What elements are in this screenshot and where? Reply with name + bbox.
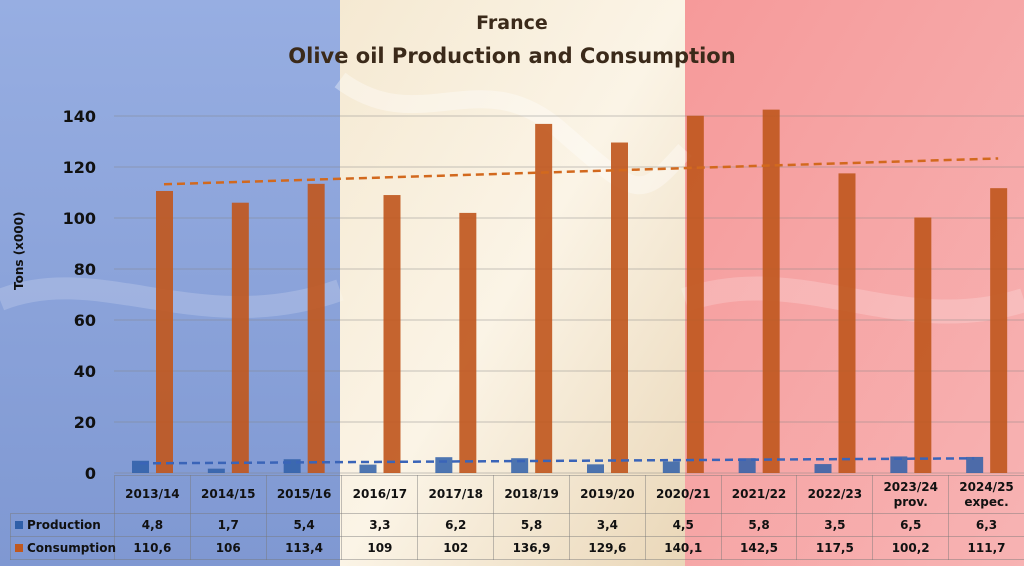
production-value-cell: 5,8 bbox=[720, 513, 798, 537]
category-label: 2020/21 bbox=[644, 475, 722, 514]
bar-consumption bbox=[156, 190, 173, 473]
legend-consumption-label: Consumption bbox=[27, 541, 117, 555]
category-label-line: 2013/14 bbox=[125, 487, 180, 501]
data-table-corner bbox=[10, 475, 115, 514]
bar-consumption bbox=[838, 173, 856, 473]
bar-production bbox=[966, 456, 984, 473]
category-label: 2014/15 bbox=[189, 475, 267, 514]
category-label-line: 2024/25 bbox=[959, 479, 1014, 494]
consumption-value-cell: 109 bbox=[341, 536, 419, 560]
bar-production bbox=[814, 464, 832, 473]
bar-consumption bbox=[686, 115, 704, 474]
category-label: 2013/14 bbox=[114, 475, 191, 514]
bar-consumption bbox=[459, 212, 477, 473]
bar-consumption bbox=[307, 183, 325, 473]
production-value-cell: 5,8 bbox=[493, 513, 570, 537]
bar-production bbox=[587, 464, 604, 473]
consumption-value-cell: 110,6 bbox=[114, 536, 191, 560]
category-label-line: 2015/16 bbox=[276, 487, 332, 501]
category-label: 2021/22 bbox=[720, 475, 798, 514]
category-label-line: 2023/24 bbox=[883, 479, 938, 494]
chart-subtitle: Olive oil Production and Consumption bbox=[288, 44, 736, 68]
y-tick-label: 100 bbox=[63, 209, 96, 228]
category-label-line: prov. bbox=[893, 494, 928, 509]
category-label-line: 2017/18 bbox=[428, 487, 483, 501]
y-tick-label: 140 bbox=[63, 107, 96, 126]
data-table-row-production: Production 4,8 1,7 5,4 3,3 6,2 5,8 3,4 4,5 5,8 3,… bbox=[10, 513, 1024, 537]
consumption-value-cell: 102 bbox=[417, 536, 495, 560]
data-table-row-consumption: Consumption 110,6 106 113,4 109 102 136,9 129,… bbox=[10, 536, 1024, 560]
production-value-cell: 4,5 bbox=[644, 513, 722, 537]
data-table-header-row: 2013/14 2014/15 2015/16 2016/17 2017/18 2018/… bbox=[10, 475, 1024, 514]
consumption-value-cell: 100,2 bbox=[872, 536, 950, 560]
y-tick-label: 80 bbox=[74, 260, 96, 279]
category-label: 2022/23 bbox=[796, 475, 874, 514]
bar-production bbox=[359, 464, 377, 473]
y-tick-label: 60 bbox=[74, 311, 96, 330]
consumption-swatch-icon bbox=[15, 544, 23, 552]
y-axis-label: Tons (x000) bbox=[12, 211, 26, 290]
production-value-cell: 1,7 bbox=[189, 513, 267, 537]
category-label-line: 2016/17 bbox=[352, 487, 408, 501]
production-value-cell: 6,3 bbox=[948, 513, 1024, 537]
category-label: 2019/20 bbox=[568, 475, 646, 514]
y-tick-label: 20 bbox=[74, 413, 96, 432]
category-label-line: 2020/21 bbox=[655, 487, 711, 501]
category-label-line: expec. bbox=[964, 494, 1009, 509]
category-label-line: 2014/15 bbox=[201, 487, 256, 501]
bar-production bbox=[890, 456, 908, 473]
trendline-consumption bbox=[163, 157, 999, 186]
category-label: 2016/17 bbox=[341, 475, 419, 514]
consumption-value-cell: 129,6 bbox=[568, 536, 646, 560]
production-swatch-icon bbox=[15, 521, 23, 529]
production-value-cell: 4,8 bbox=[114, 513, 191, 537]
bar-consumption bbox=[611, 142, 628, 473]
y-tick-label: 0 bbox=[85, 464, 96, 483]
bar-consumption bbox=[762, 109, 780, 473]
category-label-line: 2019/20 bbox=[580, 487, 635, 501]
category-label-line: 2022/23 bbox=[807, 487, 863, 501]
production-value-cell: 3,4 bbox=[568, 513, 646, 537]
category-label: 2024/25 expec. bbox=[948, 475, 1024, 514]
bar-consumption bbox=[231, 202, 249, 473]
trendline-production bbox=[139, 457, 975, 465]
production-value-cell: 6,2 bbox=[417, 513, 495, 537]
bar-consumption bbox=[990, 188, 1008, 474]
bar-consumption bbox=[383, 195, 401, 474]
category-label: 2017/18 bbox=[417, 475, 495, 514]
bar-production bbox=[738, 458, 756, 473]
bar-production bbox=[435, 457, 453, 473]
bar-consumption bbox=[914, 217, 932, 473]
consumption-value-cell: 113,4 bbox=[265, 536, 343, 560]
chart-title: France bbox=[476, 12, 548, 34]
category-label: 2015/16 bbox=[265, 475, 343, 514]
legend-production-label: Production bbox=[27, 518, 101, 532]
production-value-cell: 3,3 bbox=[341, 513, 419, 537]
consumption-value-cell: 136,9 bbox=[493, 536, 570, 560]
category-label-line: 2018/19 bbox=[504, 487, 559, 501]
bar-consumption bbox=[535, 123, 553, 473]
category-label: 2023/24 prov. bbox=[872, 475, 950, 514]
production-value-cell: 6,5 bbox=[872, 513, 950, 537]
data-table: 2013/14 2014/15 2015/16 2016/17 2017/18 2018/… bbox=[10, 475, 1024, 560]
y-tick-label: 120 bbox=[63, 158, 96, 177]
production-value-cell: 5,4 bbox=[265, 513, 343, 537]
legend-production: Production bbox=[10, 513, 115, 537]
consumption-value-cell: 140,1 bbox=[644, 536, 722, 560]
consumption-value-cell: 142,5 bbox=[720, 536, 798, 560]
consumption-value-cell: 106 bbox=[189, 536, 267, 560]
y-tick-label: 40 bbox=[74, 362, 96, 381]
consumption-value-cell: 111,7 bbox=[948, 536, 1024, 560]
production-value-cell: 3,5 bbox=[796, 513, 874, 537]
consumption-value-cell: 117,5 bbox=[796, 536, 874, 560]
category-label-line: 2021/22 bbox=[731, 487, 787, 501]
bar-production bbox=[207, 468, 225, 473]
category-label: 2018/19 bbox=[493, 475, 570, 514]
bar-production bbox=[662, 461, 680, 473]
legend-consumption: Consumption bbox=[10, 536, 117, 560]
